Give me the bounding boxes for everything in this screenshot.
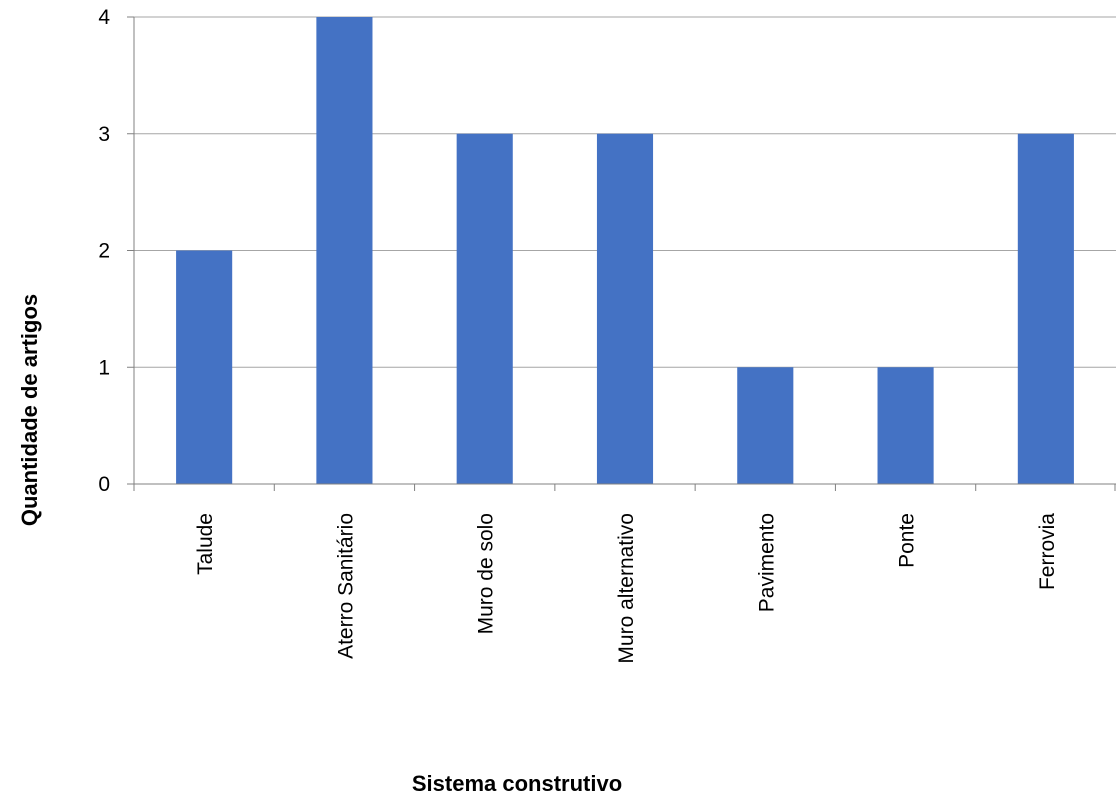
y-tick-label: 3 [98,123,110,146]
y-tick-label: 0 [98,473,110,496]
y-tick-label: 4 [98,6,110,29]
bars [176,17,1074,484]
x-category-label: Muro alternativo [615,513,638,664]
bar [737,367,794,484]
bar [316,17,373,484]
bar [1017,133,1074,484]
y-tick-labels: 0 1 2 3 4 [98,6,110,496]
axes [127,16,1116,491]
bar [176,250,233,484]
x-category-label: Muro de solo [475,513,498,634]
y-axis-title: Quantidade de artigos [17,294,42,526]
bar [877,367,934,484]
bar [456,133,513,484]
x-axis-title: Sistema construtivo [412,771,622,796]
x-category-label: Pavimento [755,513,778,612]
x-category-labels: Talude Aterro Sanitário Muro de solo Muro a… [194,513,1059,664]
x-category-label: Aterro Sanitário [334,513,357,659]
x-category-label: Ponte [896,513,919,568]
x-category-label: Talude [194,513,217,575]
bar [596,133,654,484]
y-tick-label: 2 [98,240,110,263]
y-tick-label: 1 [98,356,110,379]
x-category-label: Ferrovia [1036,513,1059,590]
